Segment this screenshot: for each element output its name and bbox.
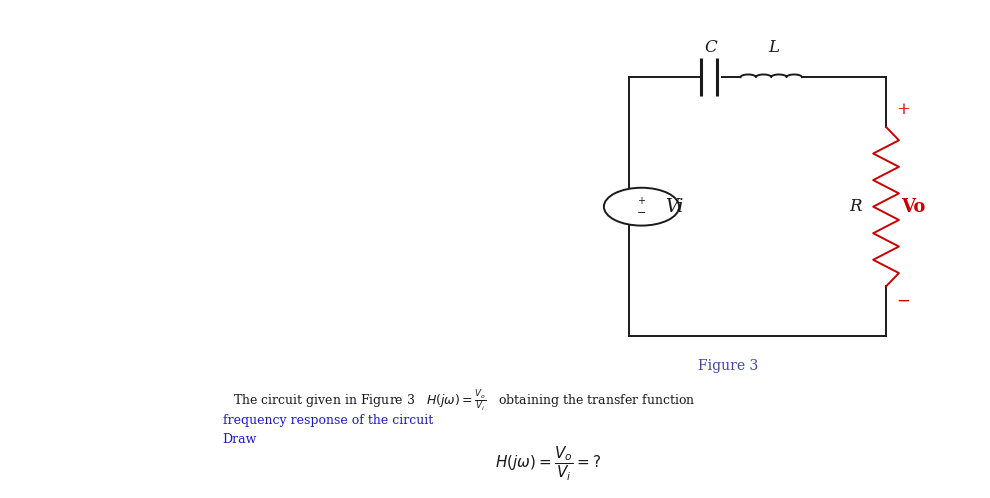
Text: L: L bbox=[768, 39, 780, 56]
Text: Vo: Vo bbox=[901, 198, 926, 216]
Text: frequency response of the circuit: frequency response of the circuit bbox=[223, 414, 433, 427]
Text: +: + bbox=[896, 101, 910, 118]
Text: −: − bbox=[896, 293, 910, 310]
Text: R: R bbox=[848, 198, 861, 215]
Text: Vi: Vi bbox=[665, 198, 684, 216]
Text: C: C bbox=[705, 39, 717, 56]
Text: The circuit given in Figure 3   $H(j\omega) = \frac{V_o}{V_i}$   obtaining the t: The circuit given in Figure 3 $H(j\omega… bbox=[233, 388, 695, 413]
Text: −: − bbox=[637, 208, 646, 218]
Text: $H(j\omega) = \dfrac{V_o}{V_i} =?$: $H(j\omega) = \dfrac{V_o}{V_i} =?$ bbox=[495, 445, 601, 483]
Text: +: + bbox=[638, 196, 645, 206]
Text: Figure 3: Figure 3 bbox=[698, 359, 757, 373]
Text: Draw: Draw bbox=[223, 433, 257, 446]
